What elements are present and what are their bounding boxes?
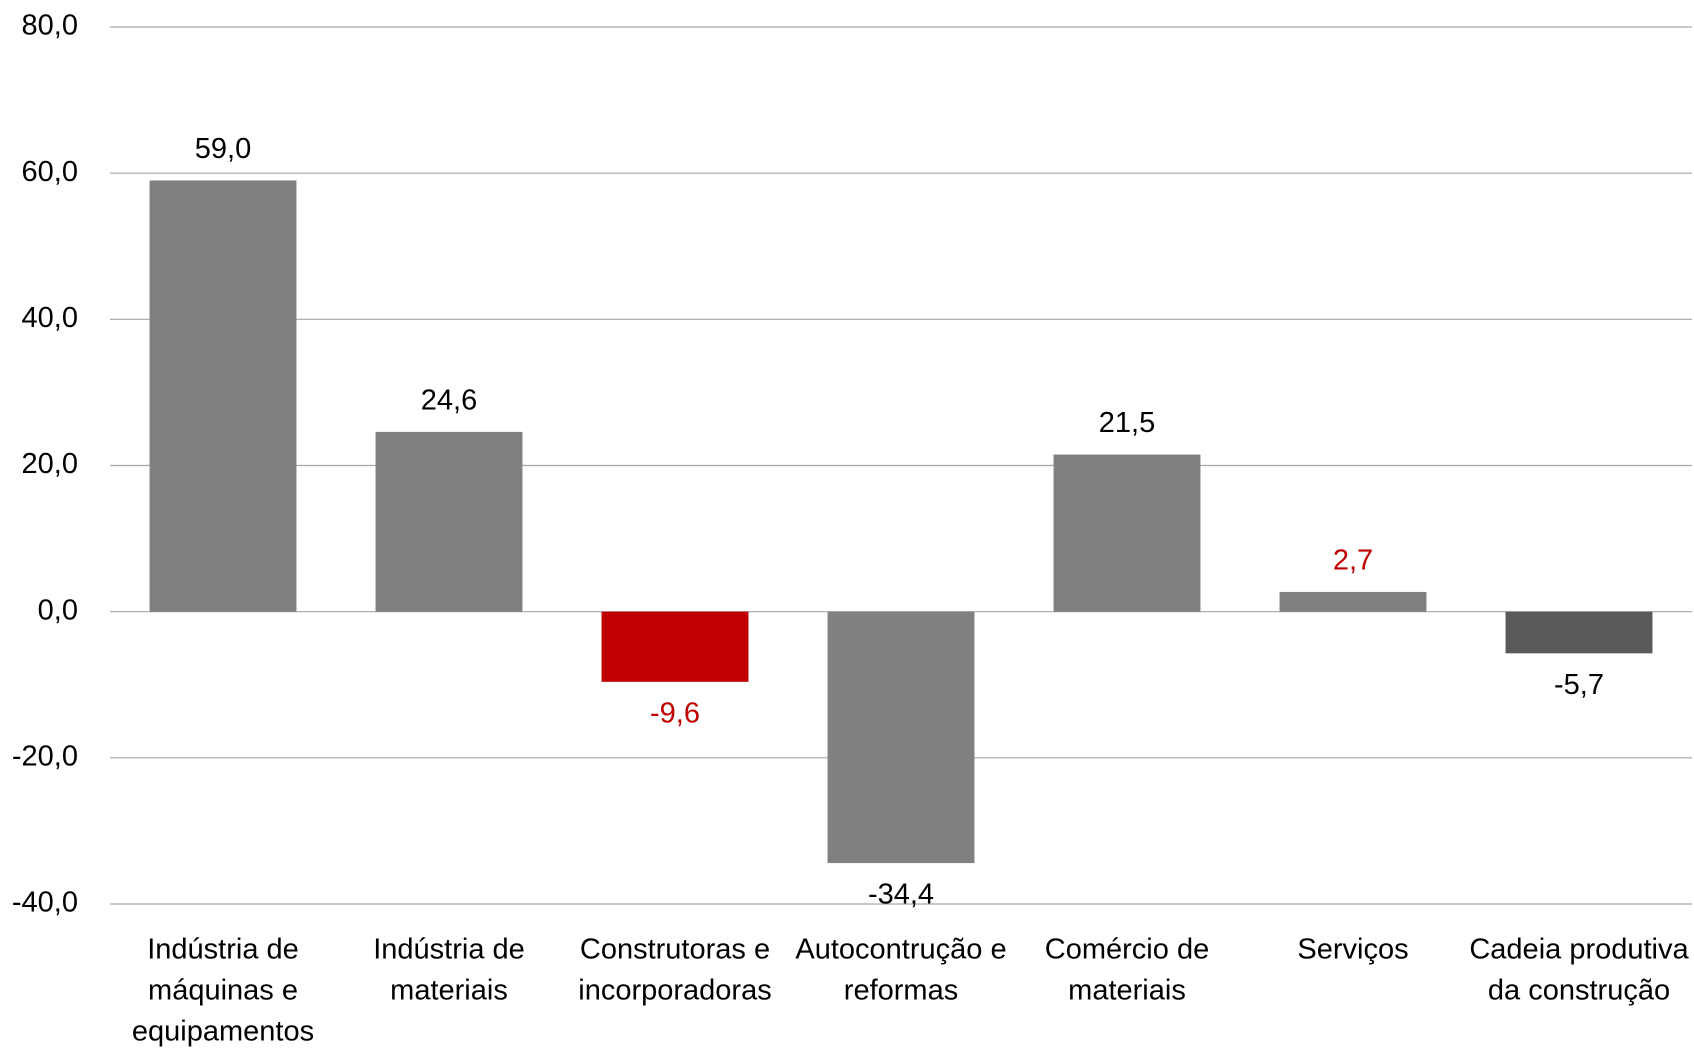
y-tick-label: -20,0 xyxy=(12,740,78,772)
y-tick-label: 80,0 xyxy=(22,10,78,42)
bar xyxy=(601,611,749,682)
bar xyxy=(1053,454,1201,612)
x-tick-label: Construtoras e xyxy=(580,934,770,966)
x-tick-label: Indústria de xyxy=(147,934,299,966)
bar xyxy=(827,611,975,864)
x-tick-label: Indústria de xyxy=(373,934,525,966)
x-tick-label: materiais xyxy=(1068,975,1186,1007)
y-tick-label: -40,0 xyxy=(12,887,78,919)
x-tick-label: Cadeia produtiva xyxy=(1469,934,1689,966)
x-tick-label: reformas xyxy=(844,975,958,1007)
y-tick-label: 40,0 xyxy=(22,302,78,334)
x-tick-label: materiais xyxy=(390,975,508,1007)
y-tick-label: 0,0 xyxy=(38,594,78,626)
value-label: -34,4 xyxy=(868,879,934,911)
x-tick-label: Serviços xyxy=(1297,934,1408,966)
y-tick-label: 60,0 xyxy=(22,156,78,188)
x-tick-label: Comércio de xyxy=(1045,934,1209,966)
bar xyxy=(1279,591,1427,612)
x-tick-label: equipamentos xyxy=(132,1016,314,1048)
bar xyxy=(375,431,523,612)
value-label: 59,0 xyxy=(195,133,251,165)
y-tick-label: 20,0 xyxy=(22,448,78,480)
bar xyxy=(1505,611,1653,654)
value-label: -9,6 xyxy=(650,697,700,729)
x-tick-label: da construção xyxy=(1488,975,1670,1007)
bar xyxy=(149,180,297,612)
x-tick-label: máquinas e xyxy=(148,975,298,1007)
value-label: -5,7 xyxy=(1554,669,1604,701)
x-tick-label: incorporadoras xyxy=(578,975,771,1007)
x-tick-label: Autocontrução e xyxy=(795,934,1006,966)
value-label: 2,7 xyxy=(1333,545,1373,577)
value-label: 21,5 xyxy=(1099,407,1155,439)
value-label: 24,6 xyxy=(421,385,477,417)
